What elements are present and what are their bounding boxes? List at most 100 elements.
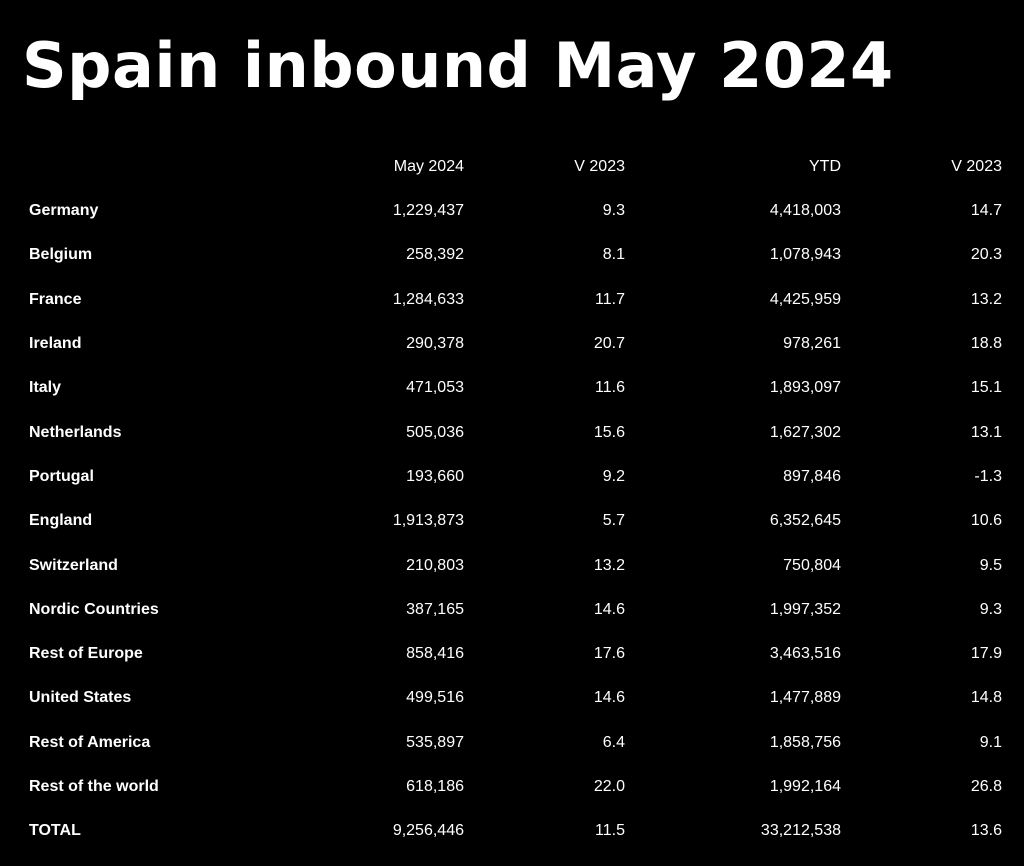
- table-row: England 1,913,873 5.7 6,352,645 10.6: [0, 499, 1024, 543]
- table-spacer: [1002, 233, 1024, 277]
- table-header-row: May 2024 V 2023 YTD V 2023: [0, 145, 1024, 189]
- table-row: Italy 471,053 11.6 1,893,097 15.1: [0, 366, 1024, 410]
- row-v2023-ytd: 9.3: [979, 600, 1002, 618]
- table-row: Netherlands 505,036 15.6 1,627,302 13.1: [0, 410, 1024, 454]
- table-row: Rest of Europe 858,416 17.6 3,463,516 17.9: [0, 632, 1024, 676]
- row-may-2024: 505,036: [406, 423, 464, 441]
- row-ytd: 1,893,097: [769, 379, 841, 397]
- row-may-2024: 1,284,633: [392, 290, 464, 308]
- row-v2023-month: 22.0: [593, 778, 625, 795]
- row-v2023-month: 14.6: [593, 689, 625, 707]
- row-v2023-month: 6.4: [602, 733, 625, 751]
- row-v2023-month: 14.6: [593, 600, 625, 618]
- table-row: France 1,284,633 11.7 4,425,959 13.2: [0, 278, 1024, 322]
- table-spacer: [1002, 145, 1024, 189]
- row-may-2024: 858,416: [406, 645, 464, 663]
- row-ytd: 4,418,003: [769, 202, 841, 220]
- table-row: United States 499,516 14.6 1,477,889 14.8: [0, 676, 1024, 720]
- row-ytd: 4,425,959: [769, 290, 841, 308]
- page-title: Spain inbound May 2024: [22, 29, 894, 102]
- row-country: United States: [29, 689, 132, 707]
- row-country: Nordic Countries: [29, 600, 159, 618]
- row-v2023-month: 17.6: [593, 645, 625, 663]
- row-v2023-ytd: 26.8: [970, 778, 1002, 795]
- column-header-may-2024: May 2024: [393, 158, 464, 175]
- row-country: Belgium: [29, 246, 93, 264]
- row-country: Switzerland: [29, 556, 118, 574]
- table-spacer: [1002, 721, 1024, 765]
- table-spacer: [1002, 632, 1024, 676]
- column-header-v2023-ytd: V 2023: [951, 158, 1002, 175]
- table-spacer: [1002, 366, 1024, 410]
- table-row: Rest of the world 618,186 22.0 1,992,164 26.…: [0, 765, 1024, 809]
- table-spacer: [1002, 410, 1024, 454]
- row-may-2024: 258,392: [406, 246, 464, 264]
- row-may-2024: 387,165: [406, 600, 464, 618]
- row-ytd: 1,858,756: [769, 733, 841, 751]
- row-v2023-ytd: 14.8: [970, 689, 1002, 707]
- table-spacer: [1002, 322, 1024, 366]
- row-v2023-ytd: 15.1: [970, 379, 1002, 397]
- row-v2023-month: 9.3: [602, 202, 625, 220]
- column-header-v2023-month: V 2023: [574, 158, 625, 175]
- row-v2023-ytd: 10.6: [970, 512, 1002, 530]
- table-body: Germany 1,229,437 9.3 4,418,003 14.7 Belgium 2…: [0, 189, 1024, 853]
- table-row: Portugal 193,660 9.2 897,846 -1.3: [0, 455, 1024, 499]
- table-spacer: [1002, 455, 1024, 499]
- row-country: France: [29, 290, 82, 308]
- row-may-2024: 535,897: [406, 733, 464, 751]
- table-spacer: [1002, 499, 1024, 543]
- row-v2023-month: 5.7: [602, 512, 625, 530]
- row-country: Italy: [29, 379, 62, 397]
- row-ytd: 6,352,645: [769, 512, 841, 530]
- row-ytd: 3,463,516: [769, 645, 841, 663]
- row-v2023-month: 13.2: [593, 556, 625, 574]
- row-ytd: 897,846: [783, 467, 841, 485]
- row-country: England: [29, 512, 93, 530]
- table-row: Belgium 258,392 8.1 1,078,943 20.3: [0, 233, 1024, 277]
- row-v2023-month: 11.6: [595, 379, 625, 397]
- row-v2023-ytd: 13.2: [970, 290, 1002, 308]
- row-may-2024: 618,186: [406, 778, 464, 795]
- row-v2023-ytd: 18.8: [970, 335, 1002, 353]
- row-v2023-month: 11.5: [595, 822, 625, 840]
- row-v2023-ytd: 13.1: [970, 423, 1002, 441]
- table-row: Switzerland 210,803 13.2 750,804 9.5: [0, 543, 1024, 587]
- row-v2023-month: 9.2: [602, 467, 625, 485]
- row-v2023-ytd: 9.5: [979, 556, 1002, 574]
- row-ytd: 1,992,164: [769, 778, 841, 795]
- row-v2023-month: 11.7: [595, 290, 625, 308]
- table-spacer: [1002, 765, 1024, 809]
- row-country: Germany: [29, 202, 99, 220]
- table-spacer: [1002, 189, 1024, 233]
- inbound-table: May 2024 V 2023 YTD V 2023 Germany 1,229,…: [0, 145, 1024, 853]
- row-ytd: 33,212,538: [760, 822, 841, 840]
- row-country: Portugal: [29, 467, 94, 485]
- column-header-ytd: YTD: [809, 158, 841, 175]
- row-country: Rest of America: [29, 733, 151, 751]
- row-v2023-ytd: 13.6: [970, 822, 1002, 840]
- row-country: Rest of Europe: [29, 645, 143, 663]
- row-v2023-month: 15.6: [593, 423, 625, 441]
- table-spacer: [1002, 588, 1024, 632]
- row-may-2024: 9,256,446: [392, 822, 464, 840]
- row-ytd: 750,804: [783, 556, 841, 574]
- row-ytd: 1,627,302: [769, 423, 841, 441]
- row-may-2024: 471,053: [406, 379, 464, 397]
- table-spacer: [1002, 543, 1024, 587]
- row-country: TOTAL: [29, 822, 81, 840]
- row-v2023-ytd: 17.9: [970, 645, 1002, 663]
- row-v2023-ytd: -1.3: [974, 467, 1002, 485]
- row-may-2024: 499,516: [406, 689, 464, 707]
- row-ytd: 978,261: [783, 335, 841, 353]
- column-header-country: [0, 145, 300, 189]
- row-v2023-ytd: 20.3: [970, 246, 1002, 264]
- row-may-2024: 290,378: [406, 335, 464, 353]
- table-row: Ireland 290,378 20.7 978,261 18.8: [0, 322, 1024, 366]
- table-row: TOTAL 9,256,446 11.5 33,212,538 13.6: [0, 809, 1024, 853]
- row-ytd: 1,078,943: [769, 246, 841, 264]
- row-v2023-month: 20.7: [593, 335, 625, 353]
- row-country: Rest of the world: [29, 778, 159, 795]
- table-spacer: [1002, 809, 1024, 853]
- row-may-2024: 193,660: [406, 467, 464, 485]
